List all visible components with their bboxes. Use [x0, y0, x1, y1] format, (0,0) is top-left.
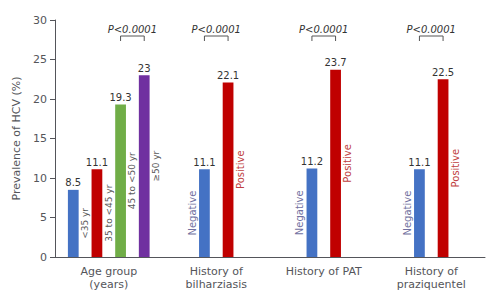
svg-text:Positive: Positive — [235, 150, 246, 189]
svg-text:Prevalence of HCV (%): Prevalence of HCV (%) — [10, 77, 23, 201]
svg-text:≥50 yr: ≥50 yr — [151, 150, 161, 181]
svg-text:Age group: Age group — [80, 265, 137, 278]
svg-text:22.1: 22.1 — [217, 70, 239, 81]
svg-text:Negative: Negative — [294, 190, 305, 235]
svg-text:Positive: Positive — [342, 144, 353, 183]
svg-text:0: 0 — [40, 251, 47, 264]
svg-text:P<0.0001: P<0.0001 — [192, 24, 241, 35]
svg-text:23.7: 23.7 — [324, 57, 346, 68]
svg-text:History of: History of — [405, 265, 459, 278]
svg-text:8.5: 8.5 — [65, 177, 81, 188]
svg-text:Negative: Negative — [402, 191, 413, 236]
svg-text:35 to <45 yr: 35 to <45 yr — [104, 184, 114, 241]
svg-text:23: 23 — [138, 63, 151, 74]
svg-text:25: 25 — [33, 53, 47, 66]
svg-text:11.1: 11.1 — [408, 157, 430, 168]
svg-text:30: 30 — [33, 14, 47, 27]
svg-text:11.2: 11.2 — [301, 156, 323, 167]
svg-text:20: 20 — [33, 93, 47, 106]
svg-text:P<0.0001: P<0.0001 — [108, 24, 157, 35]
svg-text:P<0.0001: P<0.0001 — [407, 24, 456, 35]
svg-text:(years): (years) — [89, 278, 128, 291]
svg-text:45 to <50 yr: 45 to <50 yr — [127, 152, 137, 209]
svg-text:History of PAT: History of PAT — [286, 265, 362, 278]
svg-text:11.1: 11.1 — [86, 157, 108, 168]
svg-text:bilharziasis: bilharziasis — [186, 278, 248, 291]
svg-text:15: 15 — [33, 132, 47, 145]
svg-text:praziquentel: praziquentel — [397, 278, 466, 291]
svg-text:5: 5 — [40, 211, 47, 224]
svg-text:22.5: 22.5 — [432, 67, 454, 78]
svg-text:10: 10 — [33, 172, 47, 185]
svg-text:<35 yr: <35 yr — [80, 208, 90, 239]
svg-text:11.1: 11.1 — [193, 157, 215, 168]
svg-text:19.3: 19.3 — [109, 92, 131, 103]
svg-text:Negative: Negative — [187, 191, 198, 236]
svg-text:P<0.0001: P<0.0001 — [299, 24, 348, 35]
svg-text:History of: History of — [190, 265, 244, 278]
svg-text:Positive: Positive — [450, 149, 461, 188]
